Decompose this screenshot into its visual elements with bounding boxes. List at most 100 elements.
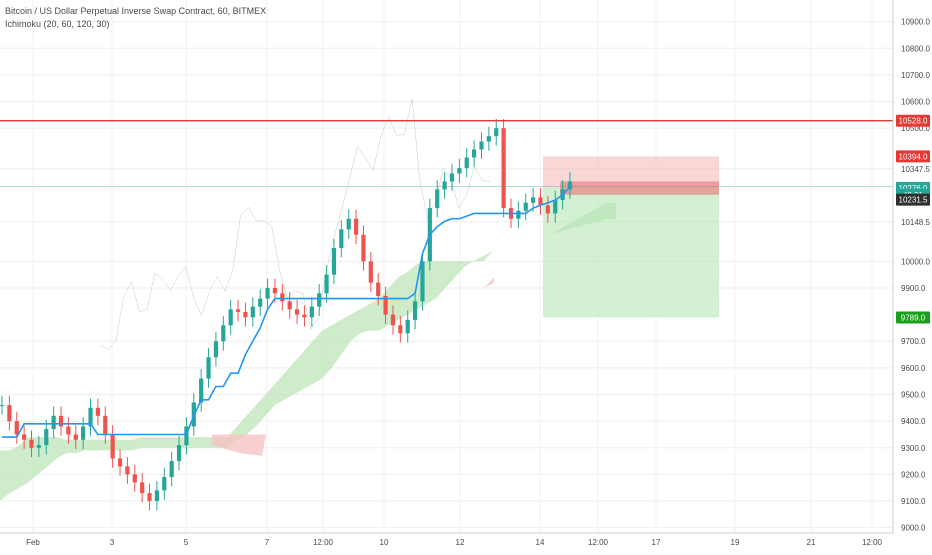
time-tick-label: Feb [26,538,40,547]
candle-body [117,458,123,467]
time-tick-label: 5 [184,538,189,547]
price-tick-label: 10347.5 [901,165,930,174]
candle-body [95,407,100,416]
candle-body [206,357,211,379]
price-tick-label: 10500.0 [901,124,930,133]
price-tick-label: 10148.5 [901,218,930,227]
price-tick-label: 9100.0 [901,497,926,506]
candle-body [383,295,388,315]
price-badge-target [896,311,930,324]
candle-body [353,218,359,235]
symbol-title[interactable]: Bitcoin / US Dollar Perpetual Inverse Sw… [5,6,267,16]
candle-body [405,319,410,334]
candle-body [154,490,160,502]
candle-body [58,415,64,427]
candle-body [22,434,27,440]
price-badge-resistance [896,114,930,127]
candle-body [346,218,351,230]
price-badge-stop [896,150,930,163]
price-tick-label: 9300.0 [901,444,926,453]
time-tick-label: 12:00 [313,538,334,547]
candle-body [169,461,174,478]
candle-body [36,445,41,448]
time-tick-label: 12:00 [862,538,883,547]
candle-body [553,200,558,214]
candle-body [81,426,86,440]
lagging-span-line [100,98,491,351]
candle-body [199,378,204,403]
take-profit-zone [543,187,719,318]
candle-body [376,282,381,296]
candle-body [29,439,34,448]
price-badge-entry-label: 10231.5 [899,196,928,205]
candle-body [457,168,462,174]
candle-body [73,434,78,440]
price-tick-label: 9700.0 [901,337,926,346]
candle-body [420,261,425,302]
candle-body [486,136,491,142]
candle-body [472,149,477,158]
time-tick-label: 14 [536,538,545,547]
price-tick-label: 9000.0 [901,524,926,533]
price-tick-label: 10700.0 [901,71,930,80]
price-tick-label: 9600.0 [901,364,926,373]
time-tick-label: 10 [380,538,389,547]
candle-body [103,415,108,435]
candle-body [213,341,219,358]
candle-body [464,157,469,169]
candle-body [147,493,152,502]
candle-body [494,128,499,137]
candle-body [221,325,226,342]
candle-body [132,474,137,483]
indicator-label[interactable]: Ichimoku (20, 60, 120, 30) [5,19,110,29]
candle-body [44,429,49,446]
kijun-baseline [2,186,571,438]
candle-body [331,248,337,275]
candle-body [567,181,573,190]
price-tick-label: 10800.0 [901,44,930,53]
price-badge-target-label: 9789.0 [901,314,926,323]
candle-body [162,477,167,491]
candle-body [545,205,550,214]
candle-body [66,426,71,435]
time-tick-label: 17 [652,538,661,547]
chart-legend: Bitcoin / US Dollar Perpetual Inverse Sw… [5,5,266,31]
candle-body [302,314,307,318]
candle-body [516,210,521,219]
candle-body [361,234,366,262]
time-tick-label: 7 [265,538,270,547]
price-tick-label: 9400.0 [901,417,926,426]
candle-body [317,293,322,307]
time-tick-label: 19 [731,538,740,547]
price-badge-current-label: 10276.0 [899,184,928,193]
candle-body [287,301,292,310]
ichimoku-cloud-bearish [484,277,494,288]
price-tick-label: 10000.0 [901,257,930,266]
price-tick-label: 10600.0 [901,98,930,107]
candle-body [265,287,270,299]
candle-body [272,287,278,294]
candle-body [435,189,440,209]
candle-body [88,407,93,427]
candle-body [309,306,314,318]
candle-body [339,229,344,249]
price-tick-label: 10900.0 [901,18,930,27]
candle-body [398,325,403,334]
candle-body [184,426,189,446]
price-badge-stop-label: 10394.0 [899,152,928,161]
candle-body [51,415,56,430]
current-loss-bar [560,181,719,195]
ichimoku-cloud-bearish [212,434,266,456]
candle-body [140,482,145,494]
time-tick-label: 12:00 [588,538,609,547]
candle-body [523,202,528,211]
price-tick-label: 9200.0 [901,470,926,479]
ichimoku-cloud [0,202,616,501]
candle-body [412,301,418,320]
time-tick-label: 12 [456,538,465,547]
candle-body [243,311,248,318]
candle-body [294,309,300,315]
candle-body [125,466,130,475]
